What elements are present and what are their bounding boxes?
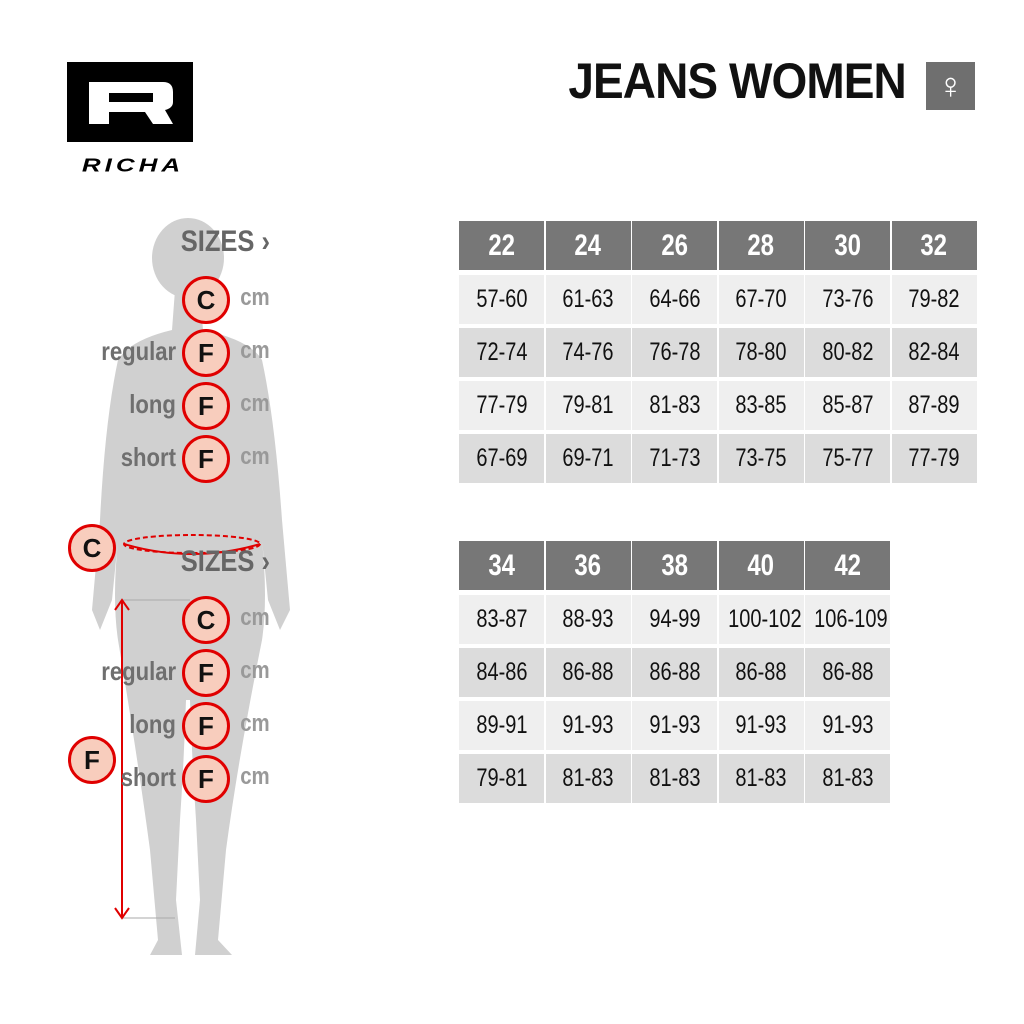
table-cell: 91-93 <box>805 701 890 750</box>
table-cell: 106-109 <box>805 595 890 644</box>
female-symbol-icon: ♀ <box>926 62 975 110</box>
table-cell: 83-87 <box>459 595 544 644</box>
unit-label: cm <box>240 390 270 417</box>
table-cell: 91-93 <box>632 701 717 750</box>
table-cell: 73-75 <box>718 434 804 483</box>
table-cell: 84-86 <box>459 648 544 697</box>
table-cell: 86-88 <box>545 648 631 697</box>
unit-label: cm <box>240 657 270 684</box>
richa-logo <box>67 62 193 142</box>
table-cell: 61-63 <box>545 275 631 324</box>
table-cell: 86-88 <box>718 648 804 697</box>
size-header: 32 <box>891 221 977 270</box>
table-cell: 86-88 <box>805 648 890 697</box>
table-cell: 57-60 <box>459 275 544 324</box>
unit-label: cm <box>240 710 270 737</box>
size-header: 28 <box>718 221 804 270</box>
unit-label: cm <box>240 443 270 470</box>
size-header: 30 <box>805 221 890 270</box>
table-cell: 67-69 <box>459 434 544 483</box>
marker-c: C <box>182 276 230 324</box>
size-header: 34 <box>459 541 544 590</box>
row-name: short <box>120 762 176 792</box>
table-cell: 89-91 <box>459 701 544 750</box>
size-header: 38 <box>632 541 717 590</box>
marker-f: F <box>182 382 230 430</box>
table-cell: 71-73 <box>632 434 717 483</box>
table-cell: 83-85 <box>718 381 804 430</box>
marker-f: F <box>182 755 230 803</box>
table-cell: 67-70 <box>718 275 804 324</box>
table-cell: 81-83 <box>805 754 890 803</box>
body-silhouette <box>92 218 290 955</box>
table-cell: 69-71 <box>545 434 631 483</box>
row-name: regular <box>101 336 176 366</box>
table-cell: 81-83 <box>632 381 717 430</box>
table-cell: 79-81 <box>459 754 544 803</box>
unit-label: cm <box>240 604 270 631</box>
table-cell: 81-83 <box>545 754 631 803</box>
table-cell: 79-82 <box>891 275 977 324</box>
unit-label: cm <box>240 337 270 364</box>
table-cell: 80-82 <box>805 328 890 377</box>
logo-wordmark: RICHA <box>81 154 185 176</box>
logo-r-icon <box>89 82 173 124</box>
marker-f: F <box>182 329 230 377</box>
table-cell: 76-78 <box>632 328 717 377</box>
unit-label: cm <box>240 763 270 790</box>
table-cell: 85-87 <box>805 381 890 430</box>
size-header: 36 <box>545 541 631 590</box>
row-name: short <box>120 442 176 472</box>
table-cell: 74-76 <box>545 328 631 377</box>
unit-label: cm <box>240 284 270 311</box>
size-header: 42 <box>805 541 890 590</box>
sizes-label-wrap: SIZES › <box>80 541 270 590</box>
table-cell: 100-102 <box>718 595 804 644</box>
table-cell: 86-88 <box>632 648 717 697</box>
table-cell: 79-81 <box>545 381 631 430</box>
page-title: JEANS WOMEN <box>568 53 907 109</box>
size-header: 22 <box>459 221 544 270</box>
marker-f: F <box>182 649 230 697</box>
size-header: 40 <box>718 541 804 590</box>
table-cell: 82-84 <box>891 328 977 377</box>
marker-f: F <box>182 702 230 750</box>
sizes-label: SIZES › <box>180 545 270 578</box>
table-cell: 64-66 <box>632 275 717 324</box>
table-cell: 77-79 <box>891 434 977 483</box>
table-cell: 91-93 <box>718 701 804 750</box>
size-header: 24 <box>545 221 631 270</box>
table-cell: 72-74 <box>459 328 544 377</box>
marker-f: F <box>182 435 230 483</box>
marker-c-waist: C <box>68 524 116 572</box>
table-cell: 73-76 <box>805 275 890 324</box>
size-header: 26 <box>632 221 717 270</box>
marker-c: C <box>182 596 230 644</box>
table-cell: 81-83 <box>632 754 717 803</box>
table-cell: 94-99 <box>632 595 717 644</box>
row-name: long <box>129 389 176 419</box>
row-name: long <box>129 709 176 739</box>
table-cell: 91-93 <box>545 701 631 750</box>
table-cell: 88-93 <box>545 595 631 644</box>
table-cell: 78-80 <box>718 328 804 377</box>
sizes-label-wrap: SIZES › <box>80 221 270 270</box>
sizes-label: SIZES › <box>180 225 270 258</box>
table-cell: 81-83 <box>718 754 804 803</box>
table-cell: 87-89 <box>891 381 977 430</box>
marker-f-leg: F <box>68 736 116 784</box>
table-cell: 77-79 <box>459 381 544 430</box>
table-cell: 75-77 <box>805 434 890 483</box>
row-name: regular <box>101 656 176 686</box>
